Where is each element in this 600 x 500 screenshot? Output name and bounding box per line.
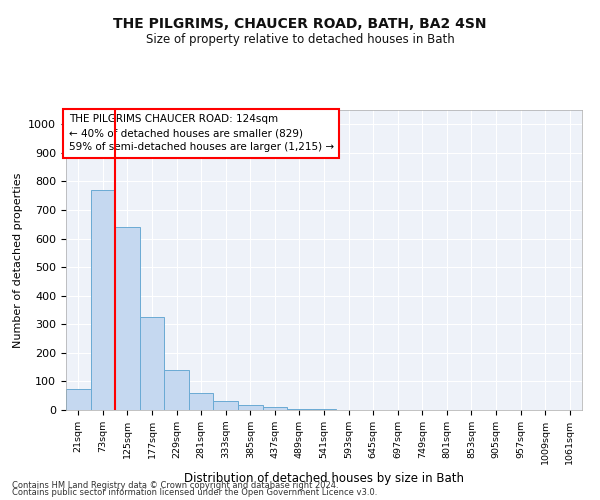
Text: THE PILGRIMS, CHAUCER ROAD, BATH, BA2 4SN: THE PILGRIMS, CHAUCER ROAD, BATH, BA2 4S… [113, 18, 487, 32]
Bar [140, 317, 164, 410]
Bar [66, 388, 91, 410]
Text: THE PILGRIMS CHAUCER ROAD: 124sqm
← 40% of detached houses are smaller (829)
59%: THE PILGRIMS CHAUCER ROAD: 124sqm ← 40% … [68, 114, 334, 152]
X-axis label: Distribution of detached houses by size in Bath: Distribution of detached houses by size … [184, 472, 464, 486]
Bar [263, 407, 287, 410]
Bar [189, 393, 214, 410]
Text: Size of property relative to detached houses in Bath: Size of property relative to detached ho… [146, 32, 454, 46]
Bar [115, 227, 140, 410]
Y-axis label: Number of detached properties: Number of detached properties [13, 172, 23, 348]
Bar [91, 190, 115, 410]
Bar [238, 405, 263, 410]
Text: Contains HM Land Registry data © Crown copyright and database right 2024.: Contains HM Land Registry data © Crown c… [12, 480, 338, 490]
Bar [164, 370, 189, 410]
Text: Contains public sector information licensed under the Open Government Licence v3: Contains public sector information licen… [12, 488, 377, 497]
Bar [214, 402, 238, 410]
Bar [287, 408, 312, 410]
